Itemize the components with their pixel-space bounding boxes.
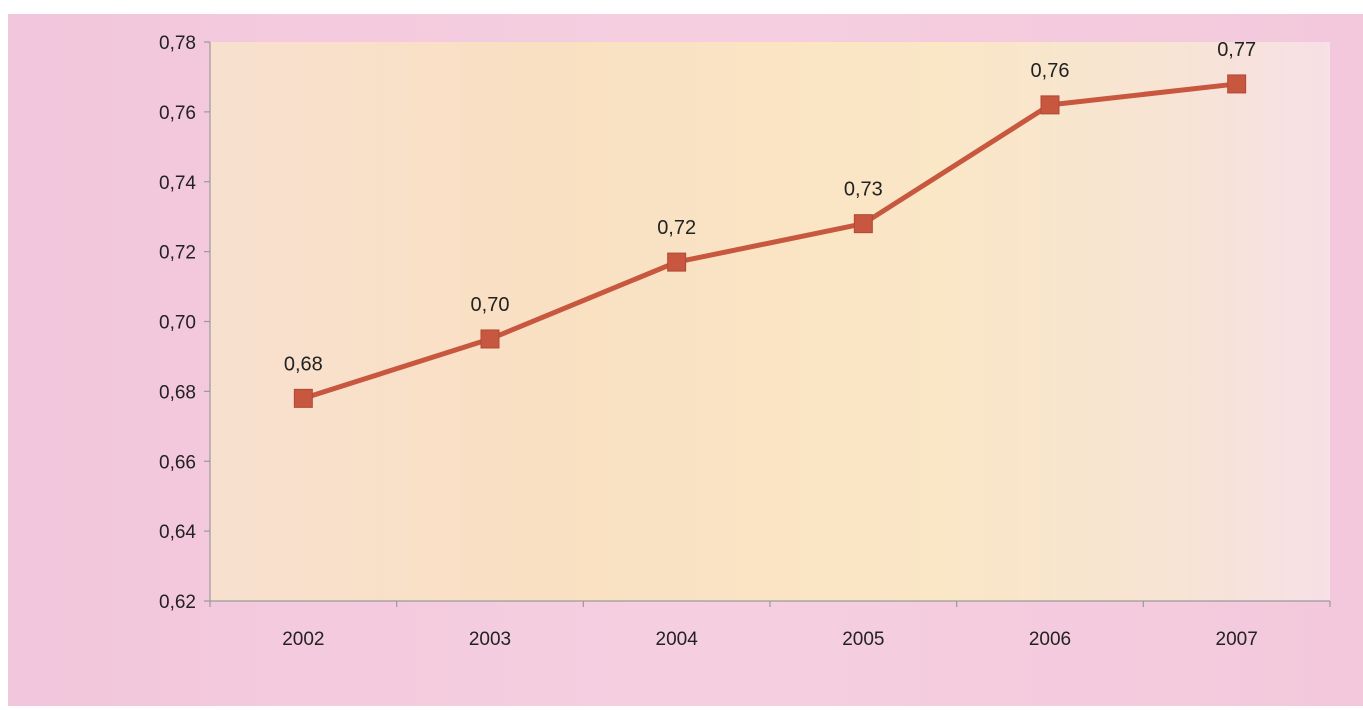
data-label: 0,72 bbox=[657, 217, 696, 239]
plot-area bbox=[210, 42, 1330, 601]
x-tick-label: 2005 bbox=[842, 629, 884, 650]
data-label: 0,76 bbox=[1031, 60, 1070, 82]
data-labels: 0,68 0,70 0,72 0,73 0,76 0,77 bbox=[284, 39, 1256, 375]
axes bbox=[204, 41, 1331, 607]
data-label: 0,70 bbox=[471, 294, 510, 316]
data-point-marker bbox=[480, 329, 500, 349]
data-label: 0,77 bbox=[1217, 39, 1256, 61]
data-point-marker bbox=[1040, 95, 1060, 115]
data-point-marker bbox=[853, 214, 873, 234]
data-label: 0,73 bbox=[844, 179, 883, 201]
y-tick-label: 0,66 bbox=[159, 452, 196, 473]
y-tick-label: 0,76 bbox=[159, 103, 196, 124]
series bbox=[293, 74, 1247, 408]
y-tick-label: 0,62 bbox=[159, 592, 196, 613]
x-tick-label: 2003 bbox=[469, 629, 511, 650]
x-tick-label: 2004 bbox=[656, 629, 699, 650]
y-tick-label: 0,74 bbox=[159, 173, 196, 194]
y-tick-label: 0,64 bbox=[159, 522, 196, 543]
series-line bbox=[302, 81, 1237, 401]
y-tick-label: 0,68 bbox=[159, 382, 196, 403]
y-axis-tick-labels: 0,62 0,64 0,66 0,68 0,70 0,72 0,74 0,76 0,78 bbox=[159, 33, 196, 613]
data-point-marker bbox=[1227, 74, 1247, 94]
y-tick-label: 0,78 bbox=[159, 33, 196, 54]
y-tick-label: 0,72 bbox=[159, 243, 196, 264]
y-tick-label: 0,70 bbox=[159, 313, 196, 334]
x-tick-label: 2006 bbox=[1029, 629, 1071, 650]
line-chart: 0,62 0,64 0,66 0,68 0,70 0,72 0,74 0,76 0,78 200… bbox=[159, 33, 1331, 650]
x-tick-label: 2007 bbox=[1216, 629, 1258, 650]
x-axis-tick-labels: 2002 2003 2004 2005 2006 2007 bbox=[282, 629, 1258, 650]
data-label: 0,68 bbox=[284, 353, 323, 375]
x-tick-label: 2002 bbox=[282, 629, 324, 650]
data-point-marker bbox=[293, 388, 313, 408]
data-point-marker bbox=[667, 252, 687, 272]
chart-frame: 0,62 0,64 0,66 0,68 0,70 0,72 0,74 0,76 0,78 200… bbox=[8, 14, 1363, 706]
